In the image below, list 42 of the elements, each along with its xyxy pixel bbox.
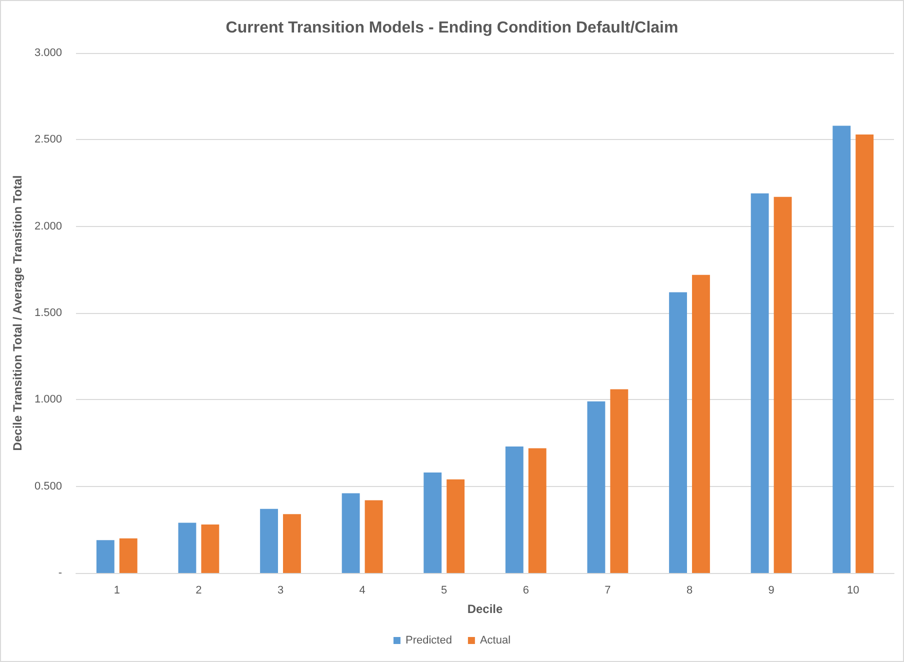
x-tick-label: 2 bbox=[196, 584, 202, 596]
y-tick-label: 2.500 bbox=[34, 134, 62, 146]
bar bbox=[856, 134, 874, 573]
x-tick-label: 7 bbox=[604, 584, 611, 596]
x-tick-label: 8 bbox=[686, 584, 693, 596]
bar bbox=[505, 446, 524, 573]
y-tick-label: 3.000 bbox=[34, 47, 62, 59]
bar bbox=[692, 274, 710, 573]
bar bbox=[96, 540, 114, 573]
bar bbox=[587, 401, 606, 573]
bar bbox=[610, 389, 628, 573]
y-tick-label: 1.000 bbox=[34, 394, 62, 406]
x-tick-label: 10 bbox=[846, 584, 860, 596]
x-tick-label: 3 bbox=[277, 584, 284, 596]
bar bbox=[260, 508, 278, 573]
y-tick-label: 1.500 bbox=[34, 307, 62, 319]
bar bbox=[283, 514, 301, 573]
bar bbox=[669, 292, 687, 573]
x-tick-label: 4 bbox=[359, 584, 366, 596]
bar bbox=[528, 448, 546, 573]
bar bbox=[201, 524, 220, 573]
bar bbox=[119, 538, 138, 573]
bar bbox=[446, 479, 465, 573]
legend-label: Predicted bbox=[405, 634, 452, 646]
x-tick-label: 5 bbox=[441, 584, 448, 596]
y-axis-title: Decile Transition Total / Average Transition Total bbox=[10, 175, 25, 451]
x-tick-label: 9 bbox=[768, 584, 774, 596]
bar bbox=[774, 196, 792, 573]
chart-title: Current Transition Models - Ending Condition Default/Claim bbox=[226, 20, 678, 36]
bar bbox=[178, 522, 196, 573]
x-axis-title: Decile bbox=[467, 602, 503, 616]
bar bbox=[424, 472, 442, 573]
y-tick-label: 0.500 bbox=[34, 480, 62, 492]
x-tick-label: 1 bbox=[114, 584, 120, 596]
bar bbox=[342, 493, 360, 573]
legend-label: Actual bbox=[480, 634, 511, 646]
bar bbox=[832, 126, 851, 573]
y-tick-label: - bbox=[58, 567, 62, 579]
x-tick-label: 6 bbox=[522, 584, 529, 596]
bar bbox=[364, 500, 383, 573]
y-tick-label: 2.000 bbox=[34, 220, 62, 232]
bar bbox=[750, 193, 769, 573]
